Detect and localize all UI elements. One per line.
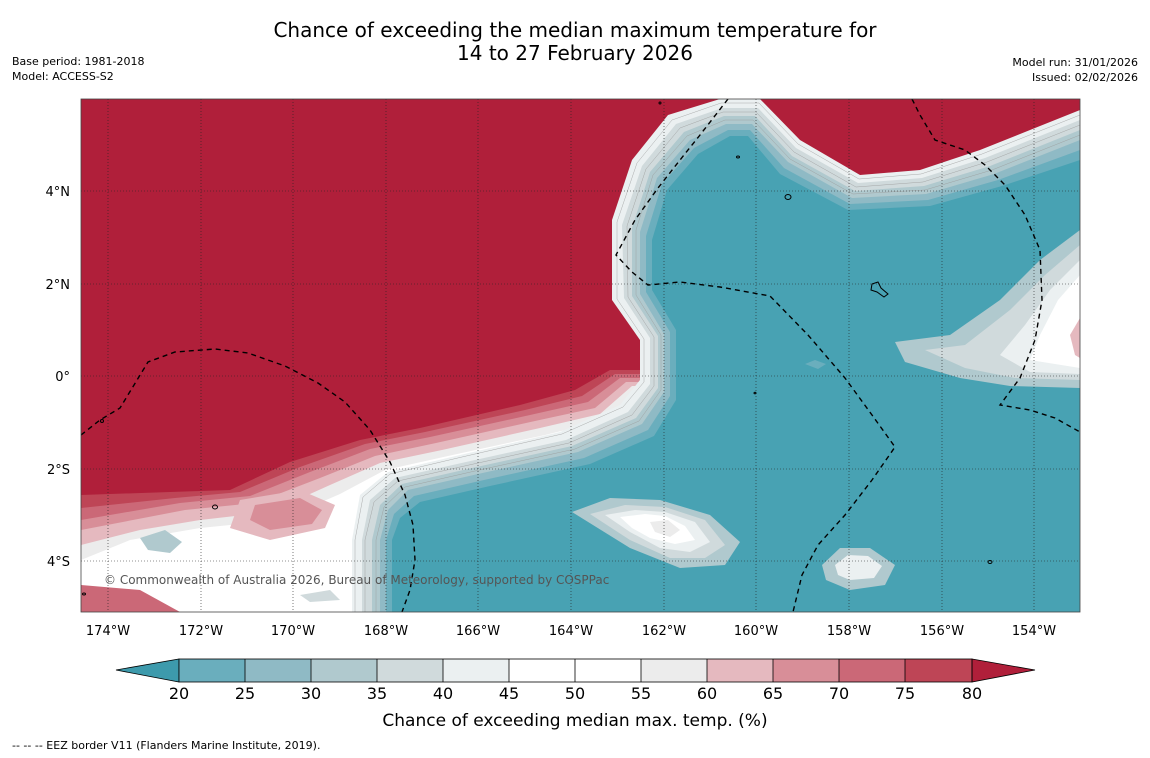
base-period: Base period: 1981-2018 (12, 55, 145, 68)
colorbar-bin-70-75 (839, 659, 905, 682)
colorbar-bin-30-35 (311, 659, 377, 682)
colorbar-tick-30: 30 (301, 684, 321, 703)
credit-text: © Commonwealth of Australia 2026, Bureau… (104, 573, 609, 587)
colorbar-tick-75: 75 (895, 684, 915, 703)
longitude-axis: 174°W 172°W 170°W 168°W 166°W 164°W 162°… (86, 624, 1056, 639)
contour-east-60 (1070, 318, 1080, 358)
map-title-line1: Chance of exceeding the median maximum t… (273, 18, 877, 42)
lat-label-2n: 2°N (46, 278, 71, 293)
lon-label-154w: 154°W (1012, 624, 1056, 639)
contour-sw-red-lobe-inner (250, 498, 322, 530)
colorbar-arrow-left (115, 658, 180, 683)
map-field: © Commonwealth of Australia 2026, Bureau… (81, 99, 1080, 612)
colorbar-bin-75-80 (905, 659, 972, 682)
model-run: Model run: 31/01/2026 (1012, 56, 1138, 69)
colorbar-tick-70: 70 (829, 684, 849, 703)
meta-right: Model run: 31/01/2026 Issued: 02/02/2026 (1012, 55, 1138, 85)
contour-sw-cool-patch2 (300, 590, 340, 602)
eez-legend-footer: -- -- -- EEZ border V11 (Flanders Marine… (12, 739, 321, 752)
colorbar-tick-20: 20 (169, 684, 189, 703)
colorbar-arrow-right (971, 658, 1036, 683)
island-6 (100, 419, 104, 423)
contour-blob-inner (650, 520, 680, 537)
island-5 (736, 155, 740, 159)
eez-border-east (911, 99, 1080, 433)
colorbar-tick-65: 65 (763, 684, 783, 703)
colorbar-tick-35: 35 (367, 684, 387, 703)
colorbar-bin-60-65 (707, 659, 773, 682)
lon-label-170w: 170°W (271, 624, 315, 639)
eez-borders (81, 99, 1080, 612)
island-7 (82, 592, 86, 596)
map-title-line2: 14 to 27 February 2026 (457, 41, 693, 65)
contour-blue-20 (392, 136, 1080, 612)
colorbar-bin-50-55 (575, 659, 641, 682)
island-3 (212, 504, 218, 510)
lon-label-168w: 168°W (364, 624, 408, 639)
island-4 (987, 560, 993, 564)
island-8 (658, 101, 662, 105)
island-1 (784, 194, 792, 200)
colorbar-bin-65-70 (773, 659, 839, 682)
colorbar-bin-40-45 (443, 659, 509, 682)
colorbar-tick-50: 50 (565, 684, 585, 703)
colorbar: 20 25 30 35 40 45 50 55 60 65 70 75 80 C… (115, 658, 1036, 731)
lon-label-158w: 158°W (827, 624, 871, 639)
island-2 (870, 281, 889, 298)
colorbar-frame (178, 658, 973, 683)
colorbar-tick-80: 80 (962, 684, 982, 703)
colorbar-title: Chance of exceeding median max. temp. (%… (382, 711, 767, 731)
colorbar-bin-20-25 (179, 659, 245, 682)
colorbar-tick-55: 55 (631, 684, 651, 703)
contour-sw-cool-patch (140, 530, 182, 553)
contour-lines (354, 102, 1080, 612)
meta-left: Base period: 1981-2018 Model: ACCESS-S2 (12, 54, 144, 84)
colorbar-bin-35-40 (377, 659, 443, 682)
contour-sw-corner-red (81, 585, 180, 612)
latitude-axis: 4°N 2°N 0° 2°S 4°S (46, 185, 71, 570)
issued-date: Issued: 02/02/2026 (1031, 71, 1138, 84)
lon-label-160w: 160°W (734, 624, 778, 639)
lat-label-4s: 4°S (47, 555, 70, 570)
lon-label-166w: 166°W (456, 624, 500, 639)
map-frame (80, 98, 1081, 613)
colorbar-tick-60: 60 (697, 684, 717, 703)
colorbar-tick-45: 45 (499, 684, 519, 703)
lon-label-172w: 172°W (179, 624, 223, 639)
colorbar-tick-25: 25 (235, 684, 255, 703)
lon-label-162w: 162°W (642, 624, 686, 639)
colorbar-dividers (244, 659, 906, 682)
eez-border-west (81, 348, 416, 612)
island-9 (753, 391, 757, 395)
model-name: Model: ACCESS-S2 (12, 70, 114, 83)
contour-spot-40 (805, 360, 826, 369)
contour-east-55 (1030, 275, 1080, 368)
lat-label-4n: 4°N (46, 185, 71, 200)
lat-label-0: 0° (55, 370, 70, 385)
lon-label-156w: 156°W (920, 624, 964, 639)
lat-label-2s: 2°S (47, 463, 70, 478)
islands (82, 101, 993, 596)
colorbar-bin-55-60 (641, 659, 707, 682)
colorbar-bin-25-30 (245, 659, 311, 682)
colorbar-tick-40: 40 (433, 684, 453, 703)
eez-border-center (615, 99, 896, 612)
lon-label-174w: 174°W (86, 624, 130, 639)
colorbar-bin-45-50 (509, 659, 575, 682)
lon-label-164w: 164°W (549, 624, 593, 639)
